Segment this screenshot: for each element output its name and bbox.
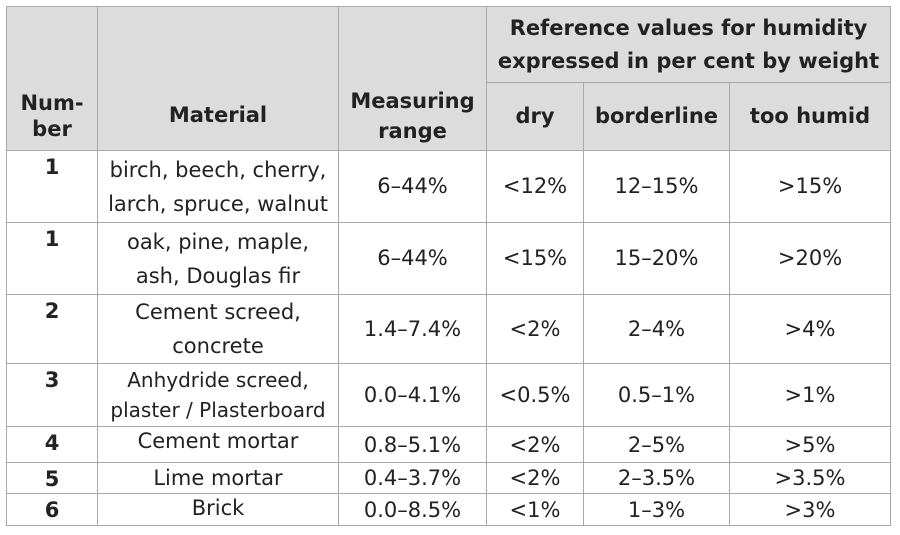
row-range: 6–44% — [338, 150, 487, 223]
row-dry: <15% — [486, 222, 584, 295]
row-borderline: 1–3% — [583, 493, 730, 526]
row-too-humid: >3% — [728, 493, 892, 526]
row-material: Brick — [97, 493, 339, 526]
row-number: 2 — [6, 294, 98, 364]
row-range: 0.0–4.1% — [338, 363, 487, 427]
row-too-humid: >4% — [728, 294, 892, 364]
row-dry: <2% — [486, 462, 584, 494]
row-number: 4 — [6, 426, 98, 463]
row-too-humid: >3.5% — [728, 462, 892, 494]
header-measuring-range: Measuring range — [338, 6, 487, 151]
row-dry: <0.5% — [486, 363, 584, 427]
row-number: 1 — [6, 150, 98, 223]
row-too-humid: >1% — [728, 363, 892, 427]
row-range: 1.4–7.4% — [338, 294, 487, 364]
table-row: 3 Anhydride screed, plaster / Plasterboa… — [6, 363, 892, 427]
row-material: oak, pine, maple, ash, Douglas fir — [97, 222, 339, 295]
row-borderline: 0.5–1% — [583, 363, 730, 427]
row-borderline: 2–4% — [583, 294, 730, 364]
header-borderline: borderline — [583, 82, 730, 151]
row-dry: <1% — [486, 493, 584, 526]
row-borderline: 2–3.5% — [583, 462, 730, 494]
row-number: 3 — [6, 363, 98, 427]
row-range: 0.0–8.5% — [338, 493, 487, 526]
row-material: Anhydride screed, plaster / Plasterboard — [97, 363, 339, 427]
row-number: 1 — [6, 222, 98, 295]
table-row: 1 birch, beech, cherry, larch, spruce, w… — [6, 150, 892, 223]
header-row-bottom: dry borderline too humid — [7, 82, 892, 151]
table-row: 1 oak, pine, maple, ash, Douglas fir 6–4… — [6, 222, 892, 295]
header-number: Num- ber — [6, 6, 98, 151]
header-too-humid: too humid — [728, 82, 892, 151]
row-material: Cement mortar — [97, 426, 339, 463]
row-material: birch, beech, cherry, larch, spruce, wal… — [97, 150, 339, 223]
row-dry: <2% — [486, 426, 584, 463]
row-borderline: 2–5% — [583, 426, 730, 463]
row-dry: <2% — [486, 294, 584, 364]
humidity-reference-table: Num- ber Material Measuring range Refere… — [6, 6, 892, 526]
row-range: 6–44% — [338, 222, 487, 295]
row-number: 5 — [6, 462, 98, 494]
row-number: 6 — [6, 493, 98, 526]
header-material: Material — [97, 6, 339, 151]
row-range: 0.8–5.1% — [338, 426, 487, 463]
row-too-humid: >5% — [728, 426, 892, 463]
row-borderline: 15–20% — [583, 222, 730, 295]
row-too-humid: >20% — [728, 222, 892, 295]
row-material: Cement screed, concrete — [97, 294, 339, 364]
header-row-top: Num- ber Material Measuring range Refere… — [6, 6, 892, 151]
table-row: 5 Lime mortar 0.4–3.7% <2% 2–3.5% >3.5% — [6, 462, 892, 494]
row-dry: <12% — [486, 150, 584, 223]
table-row: 2 Cement screed, concrete 1.4–7.4% <2% 2… — [6, 294, 892, 364]
row-range: 0.4–3.7% — [338, 462, 487, 494]
row-too-humid: >15% — [728, 150, 892, 223]
row-material: Lime mortar — [97, 462, 339, 494]
row-borderline: 12–15% — [583, 150, 730, 223]
table-row: 6 Brick 0.0–8.5% <1% 1–3% >3% — [6, 493, 892, 526]
header-dry: dry — [486, 82, 584, 151]
table-row: 4 Cement mortar 0.8–5.1% <2% 2–5% >5% — [6, 426, 892, 463]
header-reference-values: Reference values for humidity expressed … — [485, 6, 892, 83]
